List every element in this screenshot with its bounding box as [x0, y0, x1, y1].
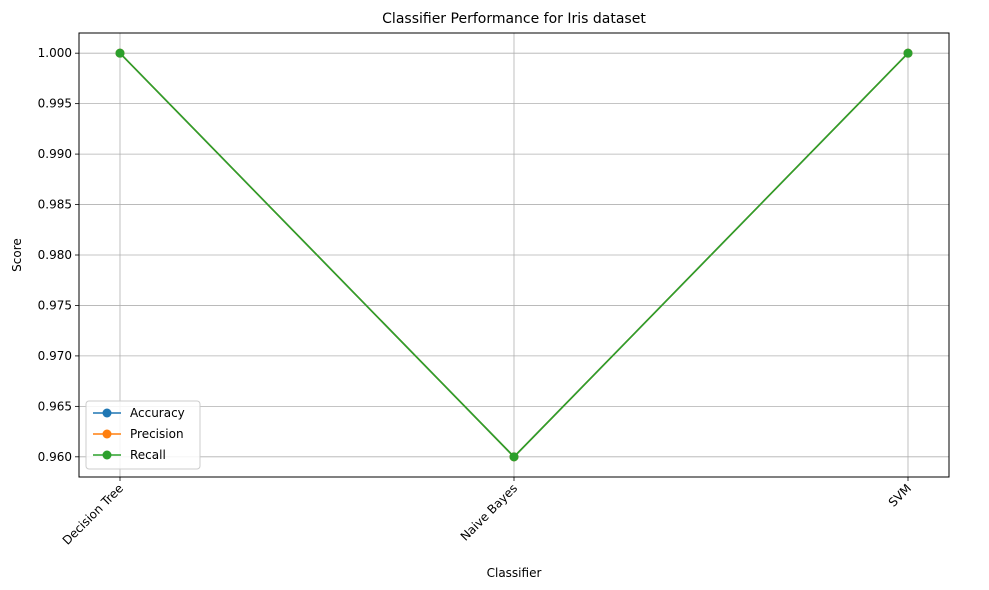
legend-label: Accuracy [130, 406, 185, 420]
y-tick-label: 0.980 [38, 248, 72, 262]
legend-label: Precision [130, 427, 184, 441]
y-tick-label: 0.975 [38, 298, 72, 312]
chart-title: Classifier Performance for Iris dataset [382, 11, 646, 27]
data-point [509, 452, 519, 462]
legend-label: Recall [130, 448, 166, 462]
y-tick-label: 0.985 [38, 198, 72, 212]
y-tick-label: 0.995 [38, 97, 72, 111]
y-tick-label: 0.990 [38, 147, 72, 161]
y-axis: 0.960 0.965 0.970 0.975 0.980 0.985 0.990 0.995… [38, 46, 79, 464]
y-tick-label: 0.960 [38, 450, 72, 464]
legend-box [85, 400, 201, 470]
legend-swatch-marker [102, 450, 112, 460]
series-layer [115, 48, 913, 462]
y-tick-label: 0.965 [38, 399, 72, 413]
legend-swatch-marker [102, 408, 112, 418]
y-tick-label: 0.970 [38, 349, 72, 363]
legend: Accuracy Precision Recall [85, 400, 201, 470]
x-axis-label: Classifier [487, 566, 542, 580]
y-tick-label: 1.000 [38, 46, 72, 60]
legend-swatch-marker [102, 429, 112, 439]
data-point [903, 48, 913, 58]
series-recall [115, 48, 913, 462]
data-point [115, 48, 125, 58]
y-axis-label: Score [10, 238, 24, 272]
